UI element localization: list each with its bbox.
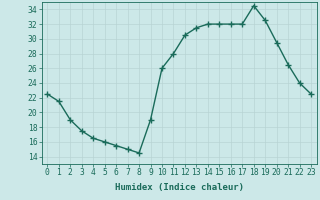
X-axis label: Humidex (Indice chaleur): Humidex (Indice chaleur) bbox=[115, 183, 244, 192]
